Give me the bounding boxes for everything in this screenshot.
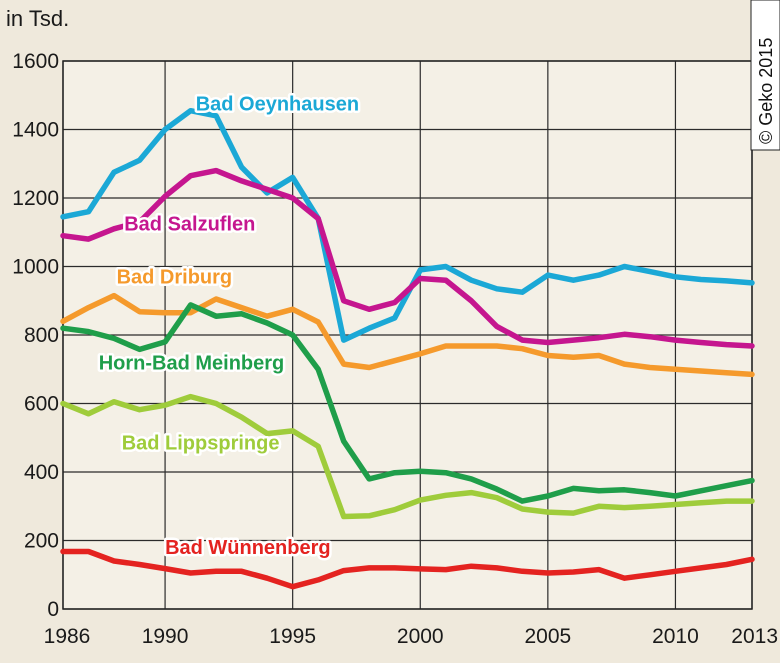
y-tick-label: 1400 [12,119,59,142]
series-label-bad-oeynhausen: Bad Oeynhausen [196,94,359,116]
x-tick-label: 2013 [731,625,778,648]
x-tick-label: 2010 [652,625,699,648]
series-lines [60,107,755,590]
y-tick-label: 1600 [12,50,59,73]
x-tick-label: 2005 [524,625,571,648]
y-tick-label: 400 [24,461,59,484]
y-tick-label: 200 [24,530,59,553]
x-tick-label: 2000 [397,625,444,648]
y-axis-ticks: 0 200 400 600 800 1000 1200 1400 1600 [12,50,59,621]
credit-box-background [750,0,780,151]
y-tick-label: 600 [24,393,59,416]
credit-box: © Geko 2015 [750,0,780,151]
x-tick-label: 1990 [142,625,189,648]
x-tick-label: 1986 [44,625,91,648]
series-line-bad-w-nnenberg [60,548,755,590]
credit-text: © Geko 2015 [756,38,776,144]
series-line-bad-lippspringe [60,393,755,520]
series-line-bad-salzuflen [60,167,755,349]
y-tick-label: 800 [24,324,59,347]
series-line-horn-bad-meinberg [60,302,755,504]
y-axis-unit-label: in Tsd. [6,6,69,31]
plot-area-frame [62,60,753,610]
series-label-bad-driburg: Bad Driburg [117,267,233,289]
series-label-bad-lippspringe: Bad Lippspringe [122,433,280,455]
y-tick-label: 0 [47,598,59,621]
x-axis-ticks: 1986 1990 1995 2000 2005 2010 2013 [44,625,778,648]
series-label-horn-bad-meinberg: Horn-Bad Meinberg [99,352,285,374]
y-tick-label: 1200 [12,187,59,210]
x-tick-label: 1995 [269,625,316,648]
series-labels: Bad Oeynhausen Bad Salzuflen Bad Driburg Ho… [96,91,361,562]
y-tick-label: 1000 [12,256,59,279]
series-line-bad-driburg [60,292,755,378]
series-label-bad-w-nnenberg: Bad Wünnenberg [165,537,331,559]
series-label-bad-salzuflen: Bad Salzuflen [124,214,255,236]
